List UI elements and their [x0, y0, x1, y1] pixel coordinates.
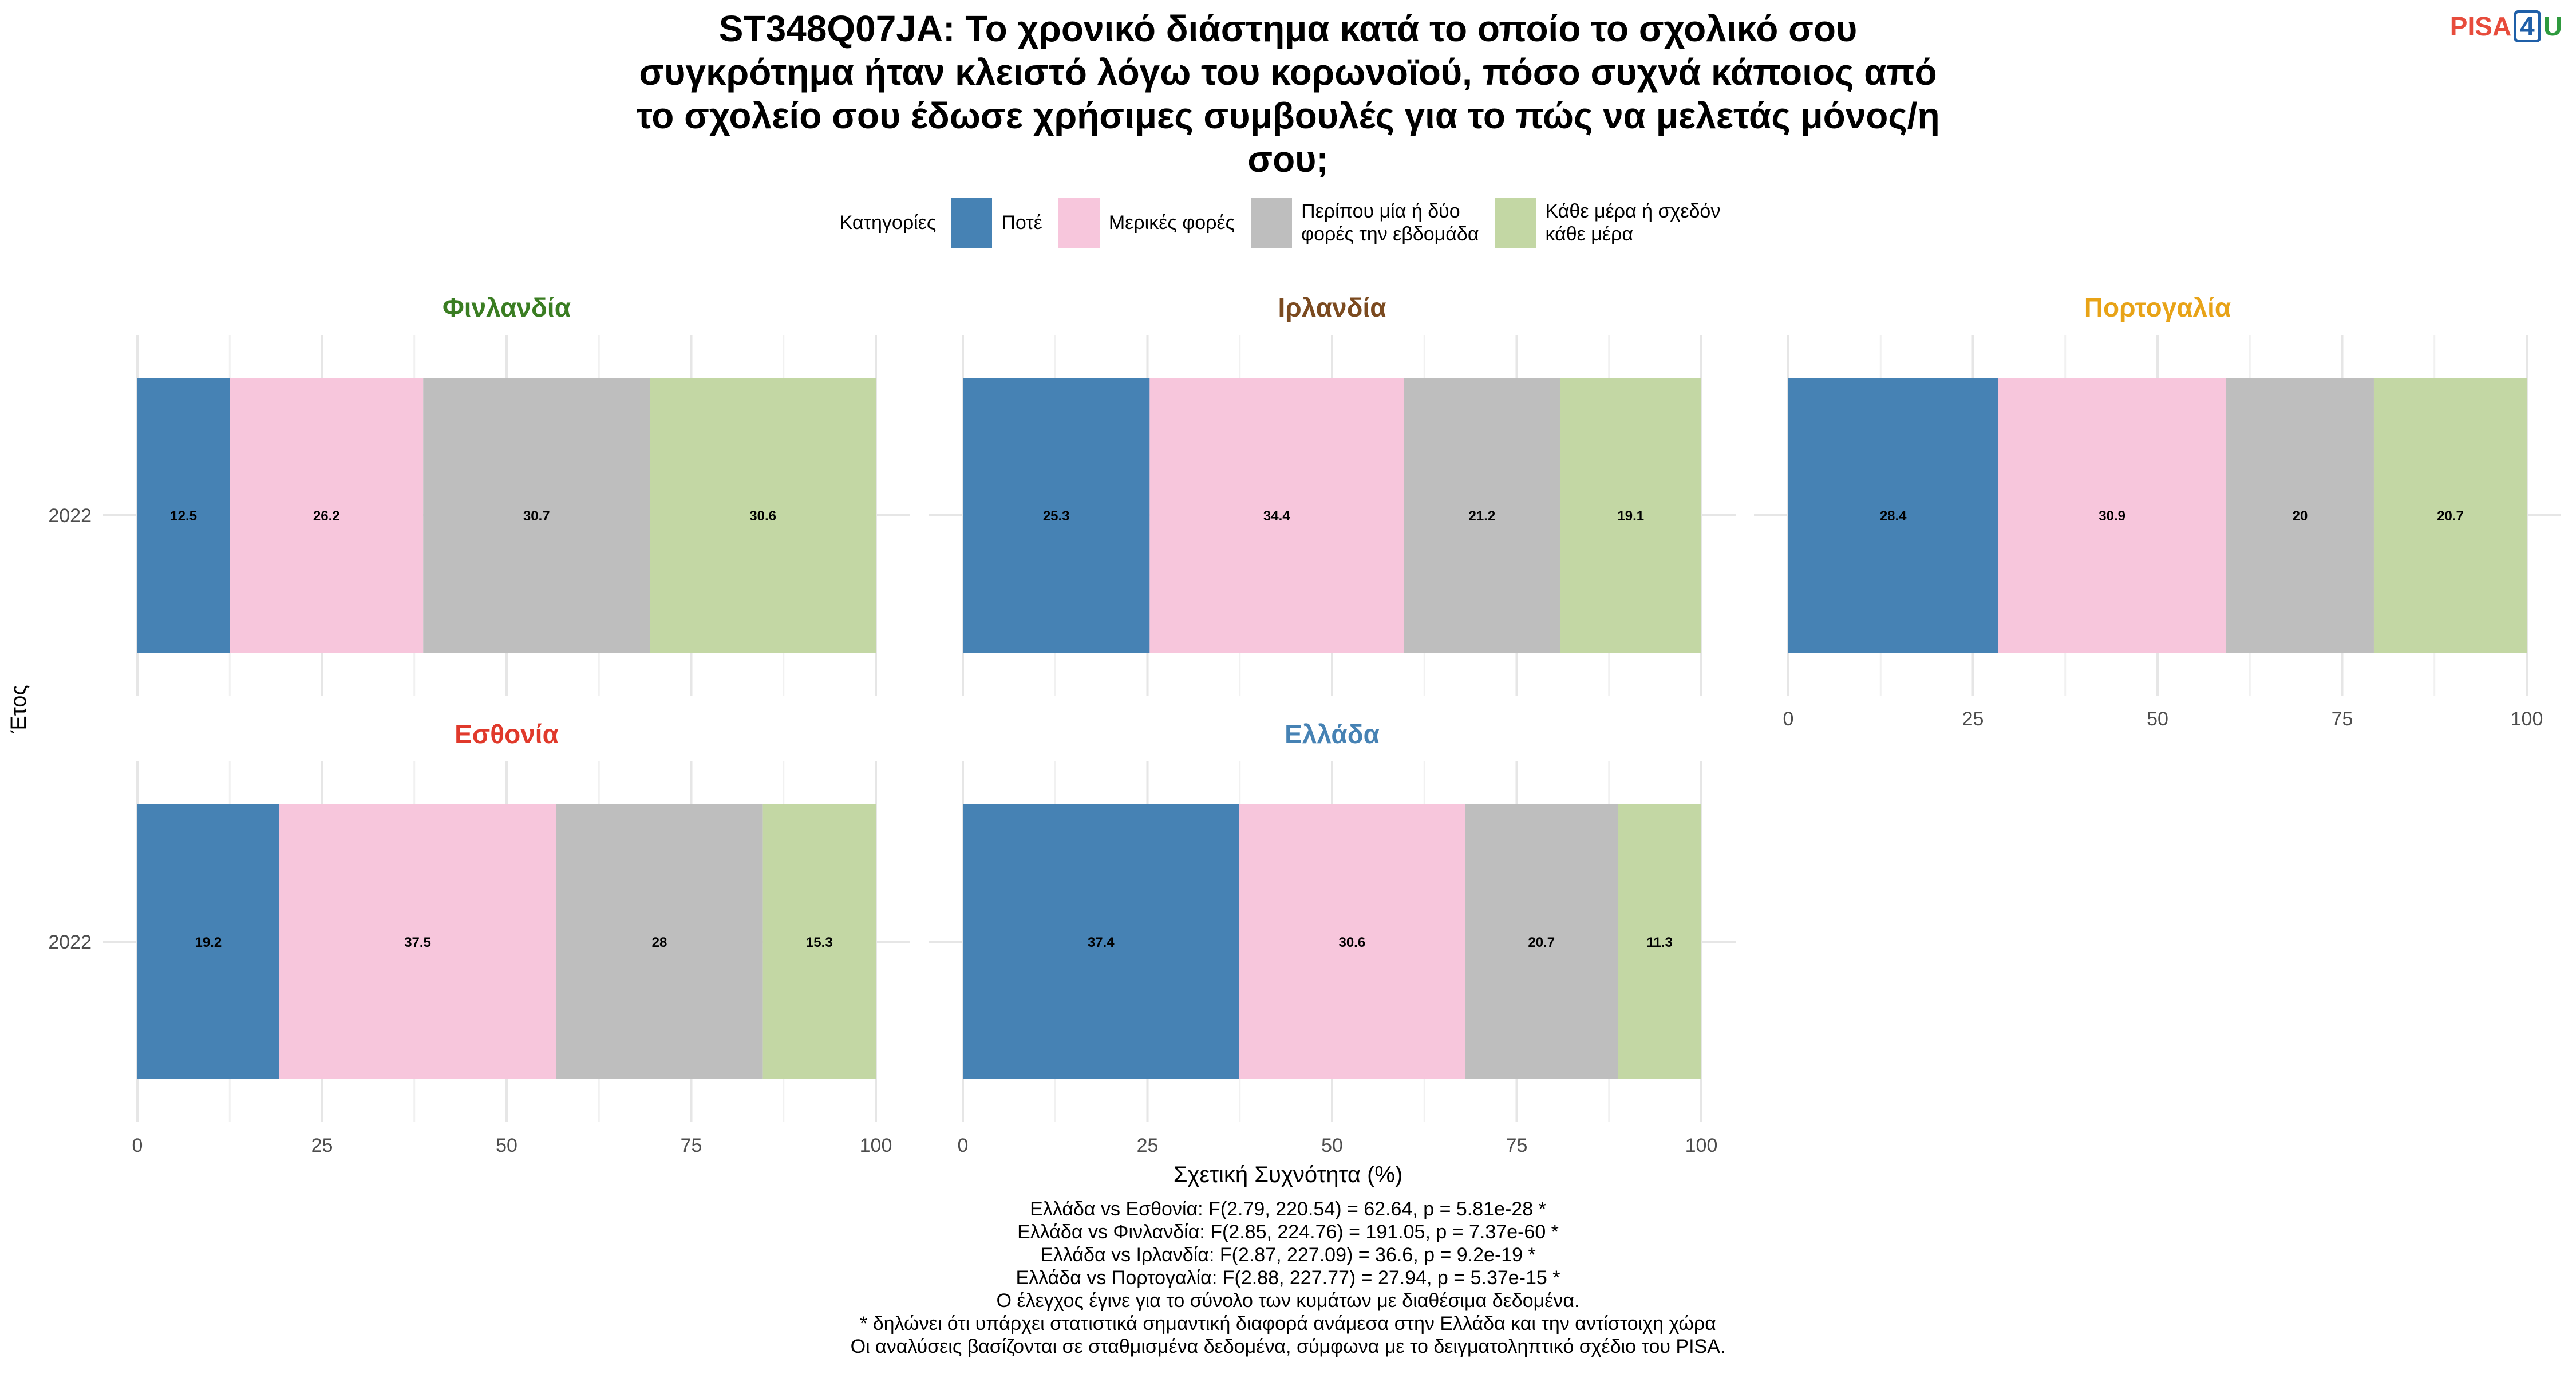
bar-segment	[423, 378, 650, 653]
x-tick-label: 75	[681, 1135, 702, 1156]
x-tick-label: 50	[2147, 708, 2168, 730]
legend-label: Μερικές φορές	[1108, 212, 1235, 234]
bar-segment	[1618, 804, 1701, 1079]
bar-segment	[230, 378, 424, 653]
legend-swatch	[1058, 198, 1100, 248]
legend-item: Ποτέ	[951, 198, 1042, 248]
chart-notes: Ελλάδα vs Εσθονία: F(2.79, 220.54) = 62.…	[0, 1198, 2576, 1358]
chart-title: ST348Q07JA: Το χρονικό διάστημα κατά το …	[0, 7, 2576, 181]
bar-segment	[2226, 378, 2374, 653]
title-line: το σχολείο σου έδωσε χρήσιμες συμβουλές …	[636, 95, 1940, 136]
data-label: 12.5	[170, 508, 197, 524]
x-tick-label: 100	[860, 1135, 892, 1156]
legend-label: Περίπου μία ή δύο φορές την εβδομάδα	[1301, 200, 1479, 245]
data-label: 34.4	[1263, 508, 1290, 524]
bar-segment	[137, 378, 230, 653]
legend-title: Κατηγορίες	[839, 211, 937, 234]
x-tick-label: 50	[1321, 1135, 1343, 1156]
bar-segment	[650, 378, 876, 653]
logo-text-mid: 4	[2514, 10, 2541, 42]
title-line: συγκρότημα ήταν κλειστό λόγω του κορωνοϊ…	[639, 52, 1937, 93]
title-line: σου;	[1247, 139, 1329, 180]
data-label: 11.3	[1646, 935, 1672, 950]
bar-segment	[963, 804, 1239, 1079]
x-tick-label: 75	[1506, 1135, 1528, 1156]
data-label: 30.6	[749, 508, 776, 524]
bar-segment	[137, 804, 279, 1079]
data-label: 15.3	[806, 935, 833, 950]
x-tick-label: 100	[1685, 1135, 1718, 1156]
panel-title: Ελλάδα	[1285, 719, 1380, 749]
legend-item: Μερικές φορές	[1058, 198, 1235, 248]
x-tick-label: 50	[496, 1135, 517, 1156]
data-label: 37.4	[1088, 935, 1115, 950]
x-tick-label: 25	[1962, 708, 1984, 730]
data-label: 37.5	[404, 935, 431, 950]
data-label: 30.7	[523, 508, 550, 524]
data-label: 30.9	[2099, 508, 2125, 524]
x-tick-label: 25	[1137, 1135, 1159, 1156]
data-label: 28.4	[1880, 508, 1907, 524]
panel-title: Πορτογαλία	[2084, 293, 2231, 322]
legend: Κατηγορίες Ποτέ Μερικές φορές Περίπου μί…	[0, 198, 2576, 248]
note-line: Ελλάδα vs Εσθονία: F(2.79, 220.54) = 62.…	[1030, 1198, 1546, 1220]
note-line: Οι αναλύσεις βασίζονται σε σταθμισμένα δ…	[850, 1336, 1726, 1357]
logo-text-right: U	[2543, 11, 2562, 41]
legend-swatch	[1251, 198, 1293, 248]
legend-label: Κάθε μέρα ή σχεδόν κάθε μέρα	[1545, 200, 1721, 245]
x-tick-label: 75	[2332, 708, 2353, 730]
data-label: 25.3	[1043, 508, 1070, 524]
legend-swatch	[951, 198, 993, 248]
note-line: Ελλάδα vs Φινλανδία: F(2.85, 224.76) = 1…	[1017, 1221, 1559, 1243]
x-axis-label: Σχετική Συχνότητα (%)	[1173, 1162, 1403, 1187]
bar-segment	[1788, 378, 1998, 653]
y-axis-label: Έτος	[7, 685, 31, 733]
data-label: 19.1	[1617, 508, 1644, 524]
data-label: 30.6	[1338, 935, 1365, 950]
data-label: 28	[652, 935, 667, 950]
x-tick-label: 100	[2511, 708, 2543, 730]
y-tick-label: 2022	[48, 505, 92, 527]
note-line: * δηλώνει ότι υπάρχει στατιστικά σημαντι…	[860, 1313, 1716, 1334]
x-tick-label: 0	[132, 1135, 143, 1156]
bar-segment	[963, 378, 1150, 653]
bar-segment	[1239, 804, 1465, 1079]
bar-segment	[1465, 804, 1618, 1079]
bar-segment	[2373, 378, 2527, 653]
note-line: Ελλάδα vs Ιρλανδία: F(2.87, 227.09) = 36…	[1040, 1244, 1536, 1266]
panel-title: Ιρλανδία	[1278, 293, 1386, 322]
data-label: 19.2	[195, 935, 222, 950]
pisa4u-logo: PISA 4 U	[2450, 10, 2562, 42]
bar-segment	[556, 804, 763, 1079]
data-label: 26.2	[313, 508, 340, 524]
bar-segment	[1560, 378, 1701, 653]
legend-swatch	[1495, 198, 1536, 248]
data-label: 20	[2293, 508, 2308, 524]
note-line: Ελλάδα vs Πορτογαλία: F(2.88, 227.77) = …	[1016, 1267, 1560, 1289]
x-tick-label: 0	[1783, 708, 1794, 730]
bar-segment	[1149, 378, 1404, 653]
legend-item: Κάθε μέρα ή σχεδόν κάθε μέρα	[1495, 198, 1721, 248]
legend-label: Ποτέ	[1001, 212, 1042, 234]
bar-segment	[762, 804, 876, 1079]
panel-title: Εσθονία	[455, 719, 559, 749]
data-label: 21.2	[1469, 508, 1496, 524]
x-tick-label: 0	[958, 1135, 969, 1156]
y-tick-label: 2022	[48, 931, 92, 953]
legend-item: Περίπου μία ή δύο φορές την εβδομάδα	[1251, 198, 1479, 248]
bar-segment	[279, 804, 556, 1079]
x-tick-label: 25	[311, 1135, 333, 1156]
note-line: Ο έλεγχος έγινε για το σύνολο των κυμάτω…	[996, 1290, 1580, 1312]
data-label: 20.7	[2437, 508, 2464, 524]
bar-segment	[1404, 378, 1560, 653]
bar-segment	[1998, 378, 2226, 653]
data-label: 20.7	[1528, 935, 1555, 950]
logo-text-left: PISA	[2449, 11, 2512, 41]
title-line: ST348Q07JA: Το χρονικό διάστημα κατά το …	[718, 8, 1858, 49]
panel-title: Φινλανδία	[442, 293, 571, 322]
